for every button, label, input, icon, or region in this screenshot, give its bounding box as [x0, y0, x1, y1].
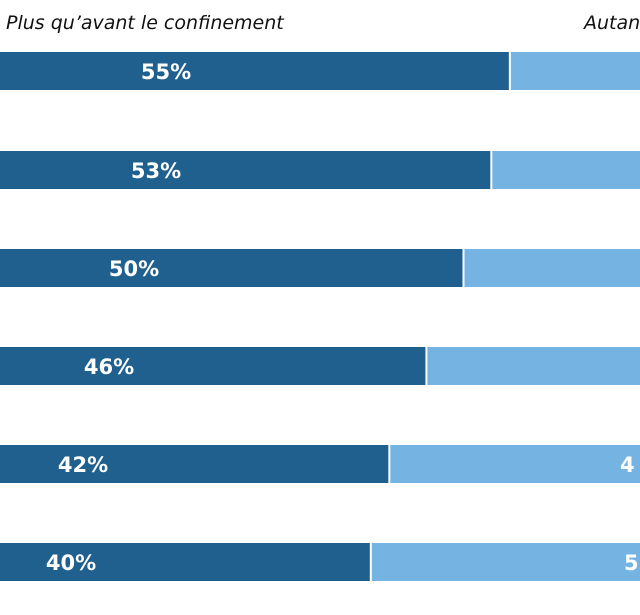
- legend-series-1: Plus qu’avant le confinement: [6, 12, 284, 34]
- bar-series2-row4: [426, 347, 640, 385]
- bar-series1-row1: [0, 52, 510, 90]
- data-label-series1-row6: 40%: [46, 551, 96, 575]
- bar-series2-row2: [491, 151, 640, 189]
- data-label-series1-row5: 42%: [58, 453, 108, 477]
- bar-separator-row1: [508, 52, 511, 90]
- bar-series1-row4: [0, 347, 427, 385]
- data-label-series2-row6: 5: [624, 551, 639, 575]
- bar-series2-row6: [370, 543, 640, 581]
- bar-series2-row5: [389, 445, 640, 483]
- bar-separator-row2: [490, 151, 493, 189]
- data-label-series1-row4: 46%: [84, 355, 134, 379]
- data-label-series1-row2: 53%: [131, 159, 181, 183]
- bar-series1-row5: [0, 445, 390, 483]
- data-label-series1-row3: 50%: [109, 257, 159, 281]
- data-label-series1-row1: 55%: [141, 60, 191, 84]
- bar-series1-row2: [0, 151, 492, 189]
- bar-separator-row4: [425, 347, 428, 385]
- bar-series2-row3: [463, 249, 640, 287]
- data-label-series2-row5: 4: [620, 453, 635, 477]
- bar-separator-row3: [462, 249, 465, 287]
- bar-series2-row1: [509, 52, 640, 90]
- bar-series1-row3: [0, 249, 464, 287]
- legend-series-2: Autan: [584, 12, 640, 34]
- bar-separator-row5: [388, 445, 391, 483]
- bar-series1-row6: [0, 543, 371, 581]
- bar-separator-row6: [369, 543, 372, 581]
